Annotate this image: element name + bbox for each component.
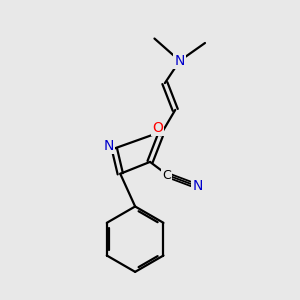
Text: O: O xyxy=(152,121,163,135)
Text: N: N xyxy=(175,54,185,68)
Text: N: N xyxy=(103,139,114,152)
Text: C: C xyxy=(162,169,171,182)
Text: N: N xyxy=(192,179,203,193)
